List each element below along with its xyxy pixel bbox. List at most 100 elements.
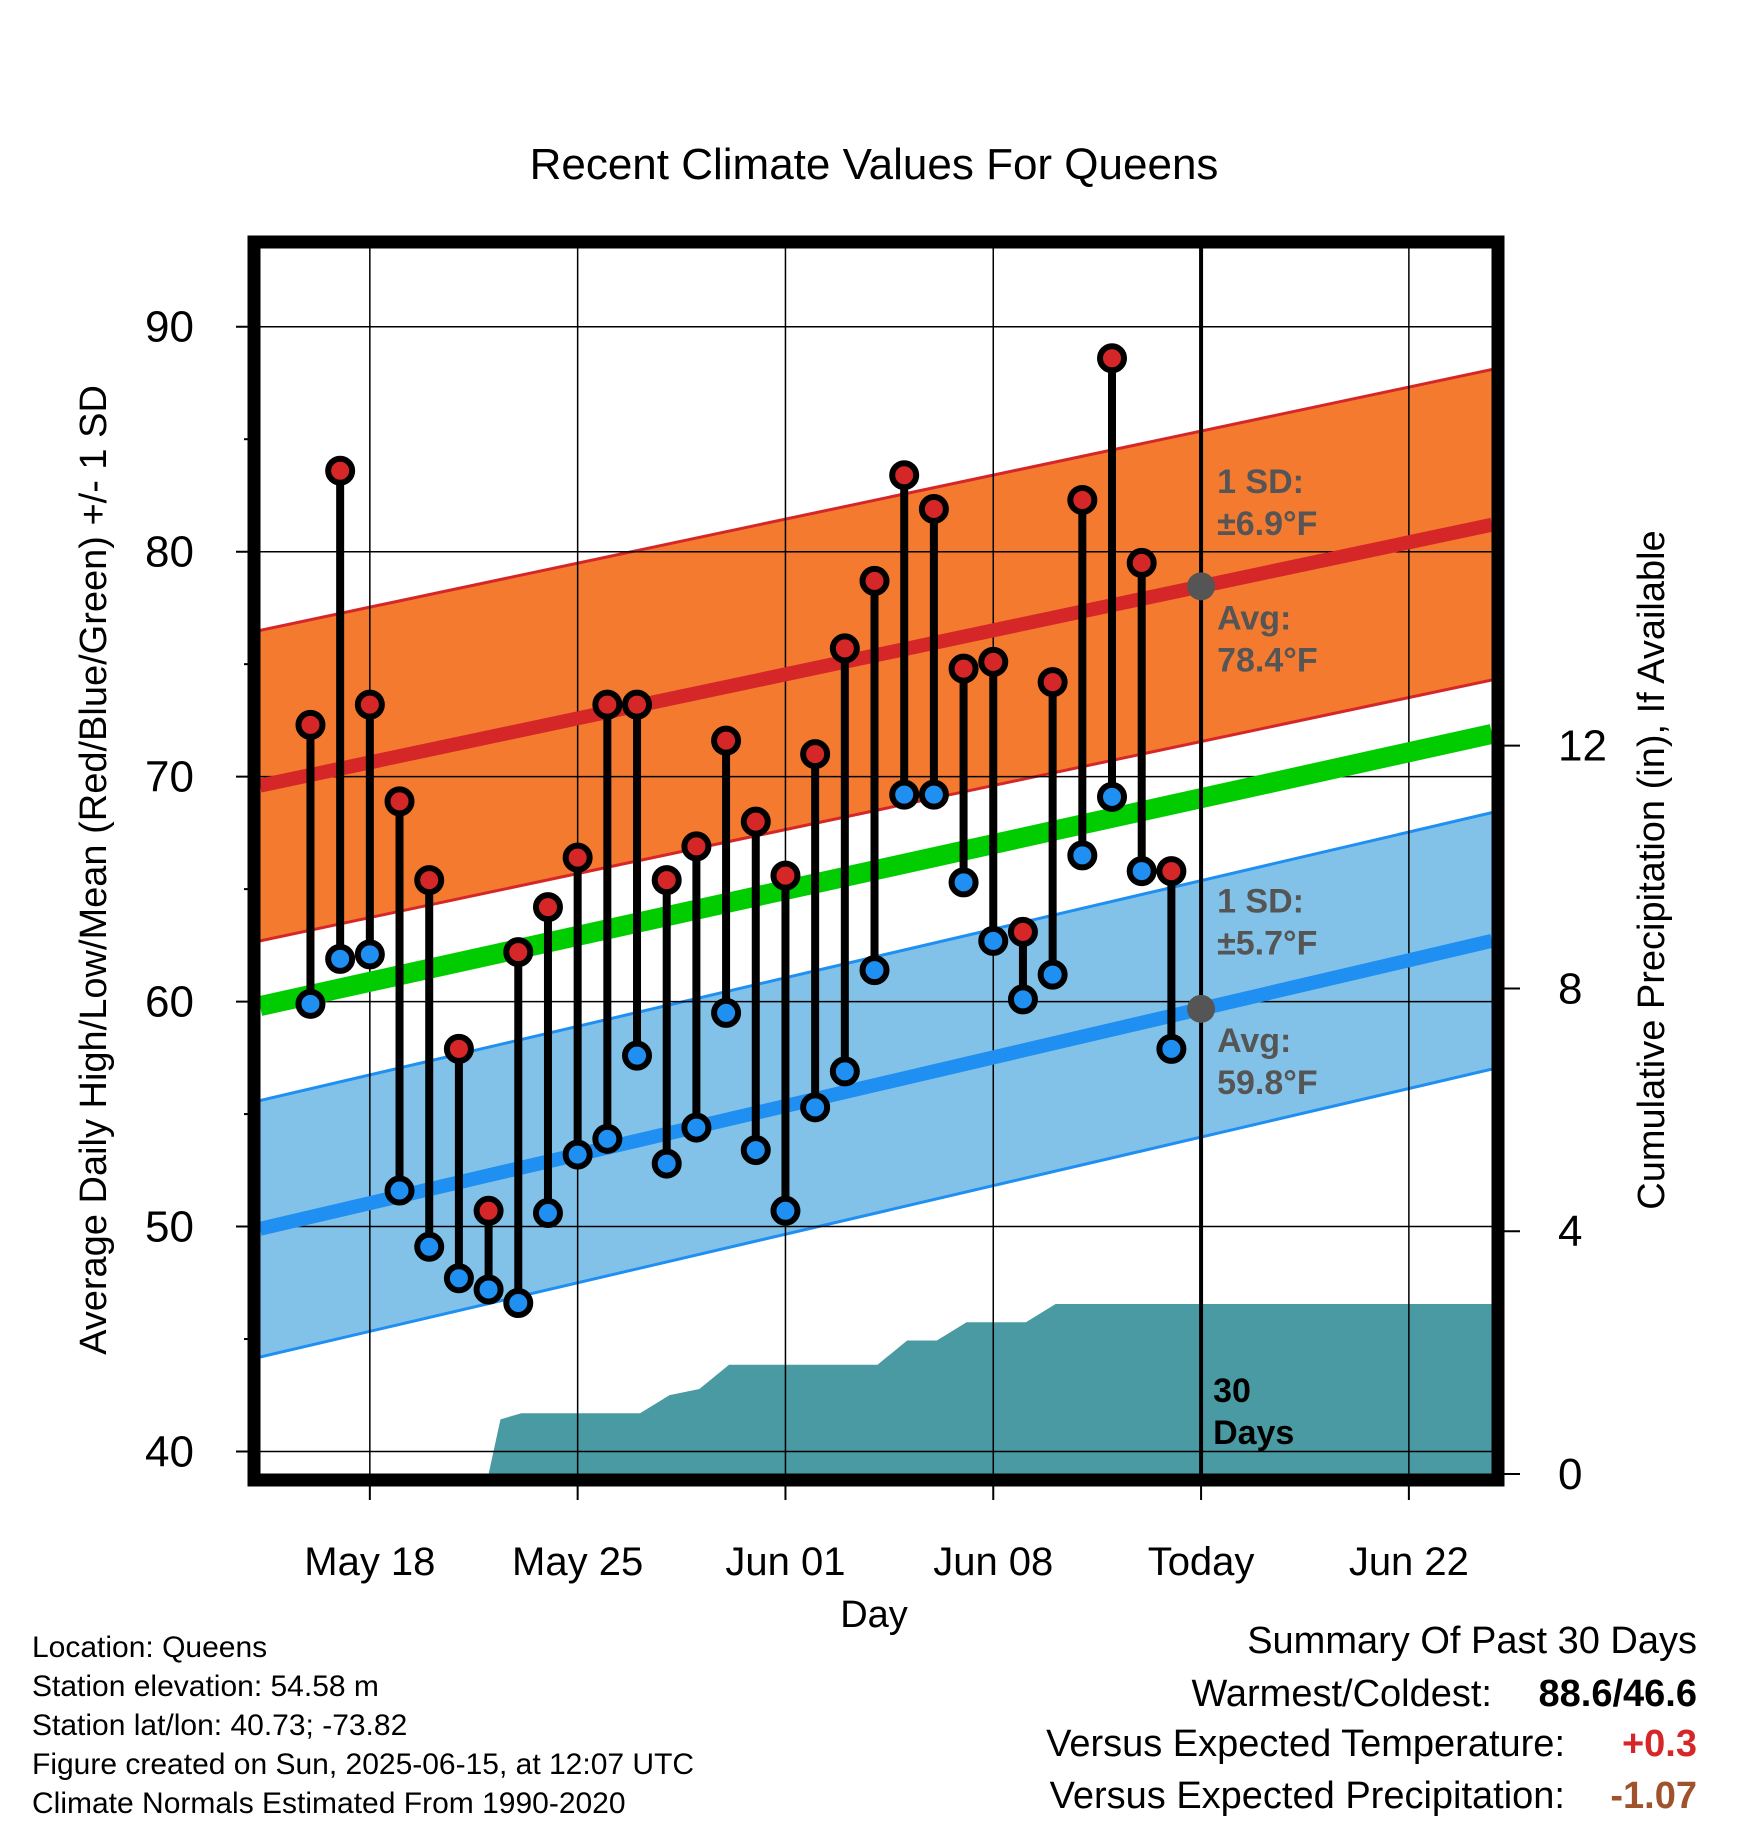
high-sd-band-upper-edge xyxy=(260,368,1492,632)
daily-high-point xyxy=(592,689,623,720)
footer-location: Location: Queens xyxy=(32,1631,267,1664)
today-days-label: 30 xyxy=(1213,1372,1251,1410)
daily-high-point xyxy=(918,493,949,524)
x-tick-label: Today xyxy=(1148,1540,1255,1584)
y-tick-label-left: 90 xyxy=(145,303,194,352)
summary-warm-cold-value: 88.6/46.6 xyxy=(1539,1673,1697,1715)
daily-low-point xyxy=(414,1231,445,1262)
summary-warm-cold-label: Warmest/Coldest: xyxy=(1191,1673,1492,1715)
daily-high-point xyxy=(651,865,682,896)
daily-low-point xyxy=(562,1139,593,1170)
x-axis-label: Day xyxy=(840,1594,908,1636)
daily-high-point xyxy=(443,1033,474,1064)
daily-low-point xyxy=(354,939,385,970)
plot-area: 1 SD: ±6.9°F Avg: 78.4°F 1 SD: ±5.7°F Avg: 59.8… xyxy=(260,248,1492,1474)
today-days-label: Days xyxy=(1213,1414,1294,1452)
daily-high-point xyxy=(1126,547,1157,578)
daily-low-point xyxy=(443,1263,474,1294)
station-info: Location: Queens Station elevation: 54.5… xyxy=(32,1631,694,1820)
y-tick-label-right: 8 xyxy=(1558,964,1582,1013)
daily-low-point xyxy=(1156,1033,1187,1064)
today-low-avg-marker xyxy=(1187,994,1216,1023)
daily-high-point xyxy=(532,892,563,923)
x-tick-label: May 18 xyxy=(304,1540,435,1584)
summary-temp-value: +0.3 xyxy=(1622,1723,1697,1765)
summary-temp-label: Versus Expected Temperature: xyxy=(1046,1723,1565,1765)
daily-low-point xyxy=(532,1198,563,1229)
plot-frame xyxy=(247,235,1505,1487)
daily-high-point xyxy=(770,860,801,891)
daily-high-point xyxy=(859,565,890,596)
daily-low-point xyxy=(711,997,742,1028)
daily-low-point xyxy=(829,1056,860,1087)
low-sd-band-lower-edge xyxy=(260,1067,1492,1359)
daily-low-point xyxy=(1126,856,1157,887)
x-tick-label: Jun 22 xyxy=(1349,1540,1469,1584)
daily-high-point xyxy=(1097,343,1128,374)
daily-high-point xyxy=(711,725,742,756)
axes: 40 50 60 70 80 90 0 4 8 12 May 18 May 25 Jun 01 Jun 0… xyxy=(145,303,1607,1584)
daily-high-point xyxy=(354,689,385,720)
daily-high-point xyxy=(740,806,771,837)
summary-heading: Summary Of Past 30 Days xyxy=(1247,1620,1697,1662)
footer-created: Figure created on Sun, 2025-06-15, at 12… xyxy=(32,1748,694,1781)
high-sd-annotation-line: ±6.9°F xyxy=(1217,505,1317,543)
daily-high-point xyxy=(622,689,653,720)
high-avg-annotation-line: Avg: xyxy=(1217,599,1291,637)
daily-low-point xyxy=(859,955,890,986)
daily-low-point xyxy=(770,1195,801,1226)
daily-low-point xyxy=(384,1175,415,1206)
daily-low-point xyxy=(295,988,326,1019)
daily-high-point xyxy=(1007,916,1038,947)
daily-low-point xyxy=(889,779,920,810)
y-axis-label-left: Average Daily High/Low/Mean (Red/Blue/Gr… xyxy=(73,385,115,1355)
daily-high-point xyxy=(295,709,326,740)
y-tick-label-left: 80 xyxy=(145,528,194,577)
footer-elevation: Station elevation: 54.58 m xyxy=(32,1670,379,1703)
daily-low-point xyxy=(1007,984,1038,1015)
daily-low-point xyxy=(740,1135,771,1166)
daily-low-point xyxy=(681,1112,712,1143)
daily-high-point xyxy=(414,865,445,896)
daily-low-point xyxy=(1097,781,1128,812)
low-sd-annotation-line: 1 SD: xyxy=(1217,883,1304,921)
high-avg-annotation-line: 78.4°F xyxy=(1217,641,1318,679)
x-tick-label: Jun 01 xyxy=(725,1540,845,1584)
daily-low-point xyxy=(503,1288,534,1319)
y-axis-label-right: Cumulative Precipitation (in), If Availa… xyxy=(1631,530,1673,1209)
daily-high-point xyxy=(1156,856,1187,887)
today-high-avg-marker xyxy=(1187,572,1216,601)
daily-high-point xyxy=(829,633,860,664)
daily-high-point xyxy=(889,460,920,491)
x-tick-label: Jun 08 xyxy=(933,1540,1053,1584)
y-tick-label-left: 50 xyxy=(145,1203,194,1252)
high-sd-annotation-line: 1 SD: xyxy=(1217,463,1304,501)
y-tick-label-left: 40 xyxy=(145,1428,194,1477)
daily-low-point xyxy=(978,925,1009,956)
daily-high-point xyxy=(800,739,831,770)
daily-low-point xyxy=(1037,959,1068,990)
daily-high-point xyxy=(473,1195,504,1226)
daily-high-point xyxy=(681,831,712,862)
daily-high-point xyxy=(503,937,534,968)
daily-low-point xyxy=(1067,840,1098,871)
daily-low-point xyxy=(800,1092,831,1123)
daily-low-point xyxy=(473,1274,504,1305)
daily-high-point xyxy=(384,786,415,817)
summary-precip-label: Versus Expected Precipitation: xyxy=(1050,1775,1565,1817)
daily-low-point xyxy=(325,943,356,974)
daily-low-point xyxy=(918,779,949,810)
y-tick-label-right: 4 xyxy=(1558,1207,1582,1256)
footer-normals: Climate Normals Estimated From 1990-2020 xyxy=(32,1787,626,1820)
daily-low-point xyxy=(592,1123,623,1154)
daily-low-point xyxy=(622,1040,653,1071)
daily-high-point xyxy=(978,646,1009,677)
daily-low-point xyxy=(948,867,979,898)
normal-low-line xyxy=(260,934,1492,1236)
low-avg-annotation-line: 59.8°F xyxy=(1217,1064,1318,1102)
daily-high-point xyxy=(948,653,979,684)
daily-high-point xyxy=(1067,484,1098,515)
chart-title: Recent Climate Values For Queens xyxy=(530,140,1219,189)
y-tick-label-left: 70 xyxy=(145,753,194,802)
